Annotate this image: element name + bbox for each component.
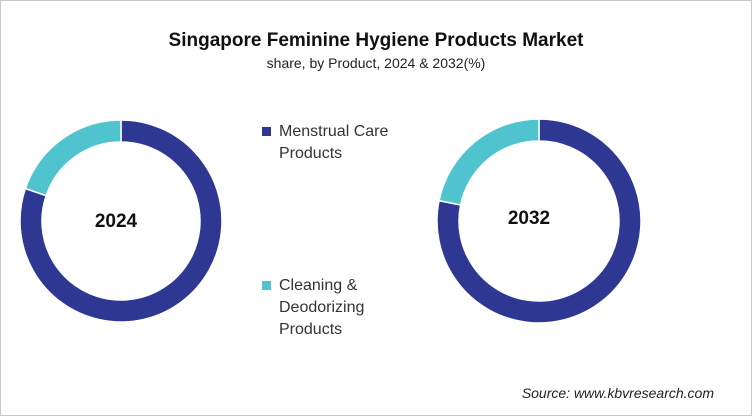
legend-item-menstrual: Menstrual Care Products (262, 121, 402, 165)
donut-slice-2024-cleaning (24, 119, 122, 197)
legend-swatch-menstrual (262, 127, 271, 136)
donut-slice-2024-menstrual (19, 119, 223, 323)
legend-label: Cleaning & Deodorizing Products (279, 277, 365, 338)
chart-subtitle: share, by Product, 2024 & 2032(%) (266, 55, 486, 71)
legend-item-cleaning: Cleaning & Deodorizing Products (262, 275, 382, 341)
source-note: Source: www.kbvresearch.com (521, 385, 714, 401)
legend-swatch-cleaning (262, 281, 271, 290)
donut-2024 (19, 119, 223, 323)
donut-label-2024: 2024 (95, 211, 138, 232)
donut-2032 (436, 118, 642, 324)
donut-slice-2032-cleaning (438, 118, 540, 206)
donut-slice-2032-menstrual (436, 118, 642, 324)
chart-title: Singapore Feminine Hygiene Products Mark… (168, 30, 584, 51)
donut-label-2032: 2032 (508, 208, 550, 229)
legend-label: Menstrual Care Products (279, 123, 389, 162)
